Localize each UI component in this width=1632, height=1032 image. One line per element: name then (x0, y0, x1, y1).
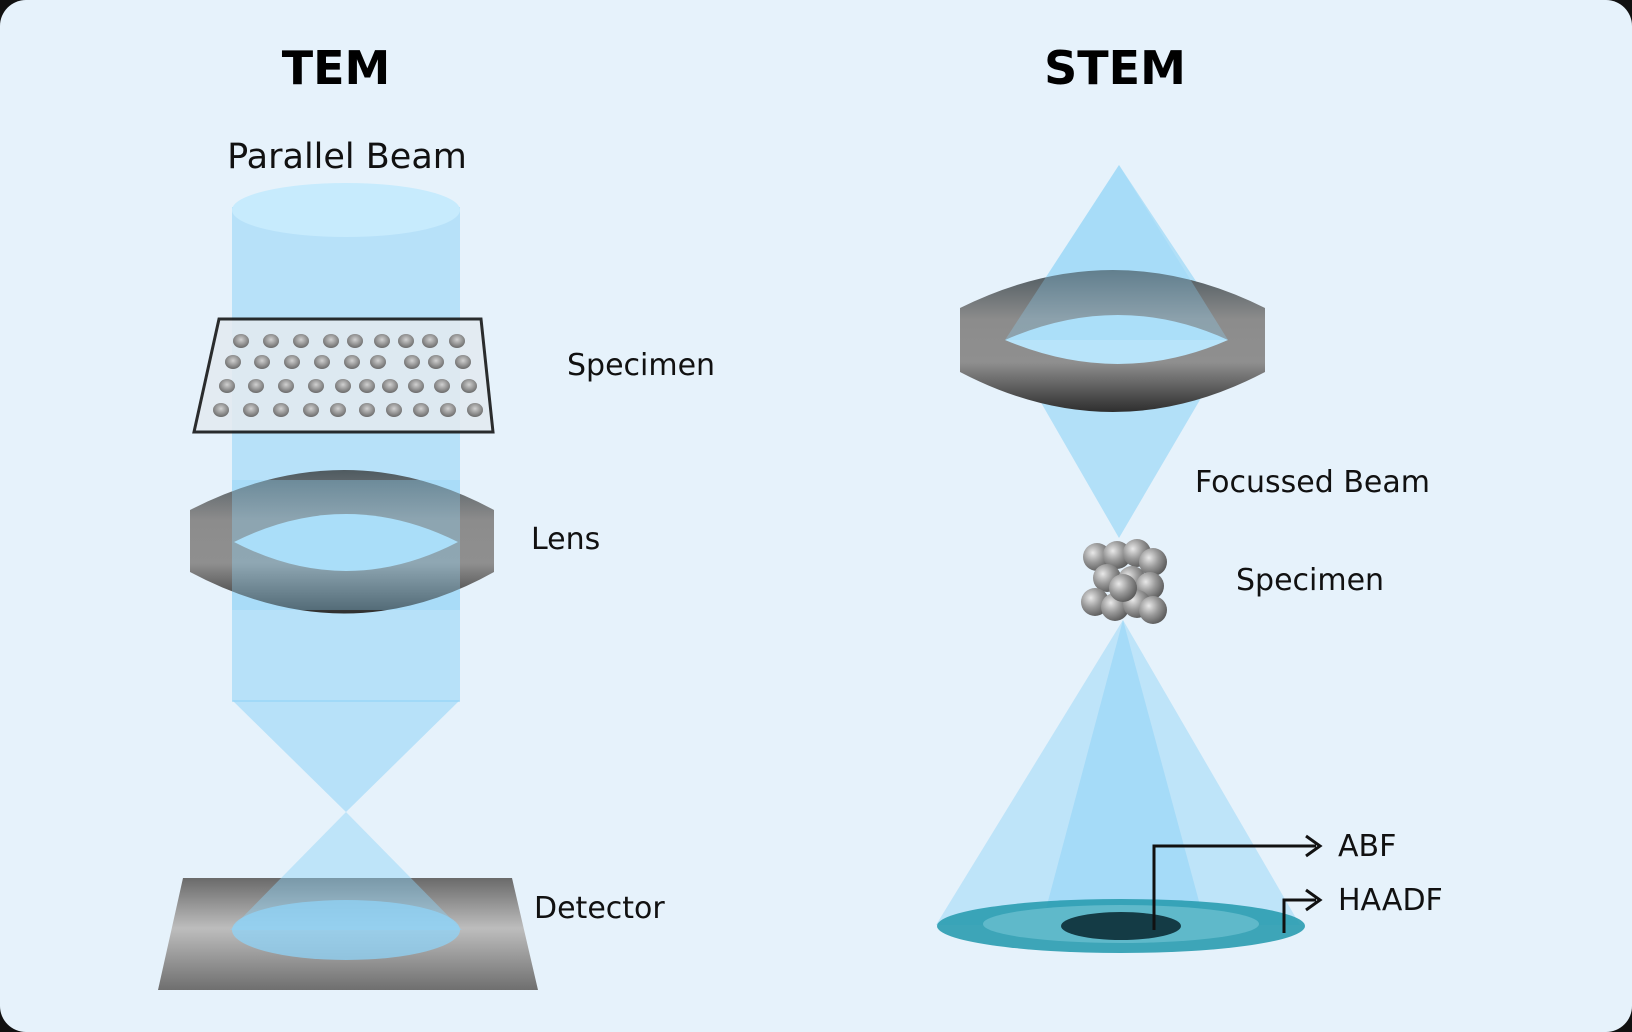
specimen-atom (461, 379, 477, 393)
tem-lens-label: Lens (531, 522, 600, 557)
specimen-atom (359, 379, 375, 393)
specimen-atom (440, 403, 456, 417)
tem-lens (190, 470, 494, 614)
haadf-arrow (1282, 888, 1323, 933)
stem-specimen-label: Specimen (1236, 563, 1384, 598)
specimen-atom (273, 403, 289, 417)
specimen-atom (330, 403, 346, 417)
specimen-atom (1109, 574, 1137, 602)
specimen-atom (248, 379, 264, 393)
specimen-atom (263, 334, 279, 348)
specimen-atom (449, 334, 465, 348)
specimen-atom (382, 379, 398, 393)
specimen-atom (455, 355, 471, 369)
stem-lens (960, 165, 1265, 412)
tem-specimen-slab (192, 317, 495, 434)
bright-field-detector (1061, 912, 1181, 940)
specimen-atom (374, 334, 390, 348)
specimen-atom (335, 379, 351, 393)
specimen-atom (386, 403, 402, 417)
specimen-atom (398, 334, 414, 348)
stem-beam-label: Focussed Beam (1195, 465, 1430, 500)
stem-specimen-atoms (1081, 539, 1167, 624)
specimen-atom (308, 379, 324, 393)
specimen-atom (303, 403, 319, 417)
specimen-atom (404, 355, 420, 369)
specimen-atom (323, 334, 339, 348)
tem-parallel-beam (230, 183, 462, 960)
specimen-atom (467, 403, 483, 417)
specimen-atom (359, 403, 375, 417)
specimen-atom (344, 355, 360, 369)
abf-arrow (1152, 834, 1323, 930)
specimen-atom (1139, 548, 1167, 576)
specimen-atom (219, 379, 235, 393)
tem-specimen-label: Specimen (567, 348, 715, 383)
specimen-atom (314, 355, 330, 369)
specimen-atom (293, 334, 309, 348)
specimen-atom (422, 334, 438, 348)
stem-detector (937, 899, 1305, 953)
tem-beam-label: Parallel Beam (227, 137, 467, 177)
specimen-atom (213, 403, 229, 417)
specimen-atom (225, 355, 241, 369)
tem-detector-label: Detector (534, 891, 665, 926)
tem-title: TEM (282, 41, 391, 95)
specimen-atom (434, 379, 450, 393)
abf-label: ABF (1338, 829, 1396, 864)
stem-title: STEM (1044, 41, 1186, 95)
specimen-atom (428, 355, 444, 369)
stem-scattered-cone (936, 620, 1300, 925)
tem-specimen-atoms (213, 334, 483, 417)
specimen-atom (1139, 596, 1167, 624)
specimen-atom (284, 355, 300, 369)
specimen-atom (233, 334, 249, 348)
specimen-atom (278, 379, 294, 393)
specimen-atom (370, 355, 386, 369)
specimen-atom (408, 379, 424, 393)
haadf-label: HAADF (1338, 883, 1443, 918)
specimen-atom (254, 355, 270, 369)
specimen-atom (243, 403, 259, 417)
specimen-atom (347, 334, 363, 348)
specimen-atom (413, 403, 429, 417)
